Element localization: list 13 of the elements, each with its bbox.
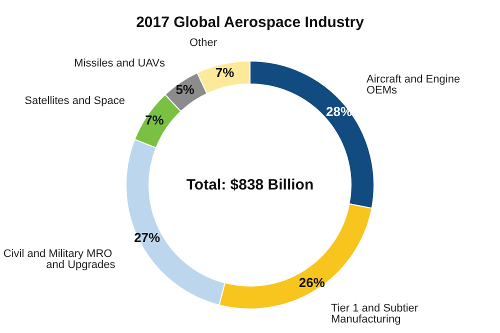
slice-label: Other bbox=[190, 36, 218, 49]
slice-label: Civil and Military MRO and Upgrades bbox=[3, 248, 116, 272]
data-label: 5% bbox=[176, 82, 195, 97]
data-label: 27% bbox=[134, 230, 161, 245]
data-label: 7% bbox=[145, 112, 164, 128]
slice-label: Aircraft and Engine OEMs bbox=[366, 73, 464, 96]
slice-label: Missiles and UAVs bbox=[74, 58, 166, 70]
slice-label: Tier 1 and Subtier Manufacturing bbox=[331, 302, 422, 326]
text: Total: $838 Billion bbox=[186, 176, 314, 194]
slice-label: Satellites and Space bbox=[24, 94, 125, 107]
data-label: 26% bbox=[298, 275, 326, 290]
data-label: 7% bbox=[215, 64, 235, 80]
chart-title: 2017 Global Aerospace Industry bbox=[136, 14, 365, 31]
